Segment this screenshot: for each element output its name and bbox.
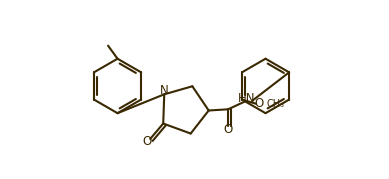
Text: O: O xyxy=(254,97,263,110)
Text: N: N xyxy=(160,84,168,96)
Text: O: O xyxy=(143,135,152,148)
Text: HN: HN xyxy=(238,92,256,105)
Text: O: O xyxy=(224,123,233,136)
Text: CH₃: CH₃ xyxy=(267,99,285,109)
